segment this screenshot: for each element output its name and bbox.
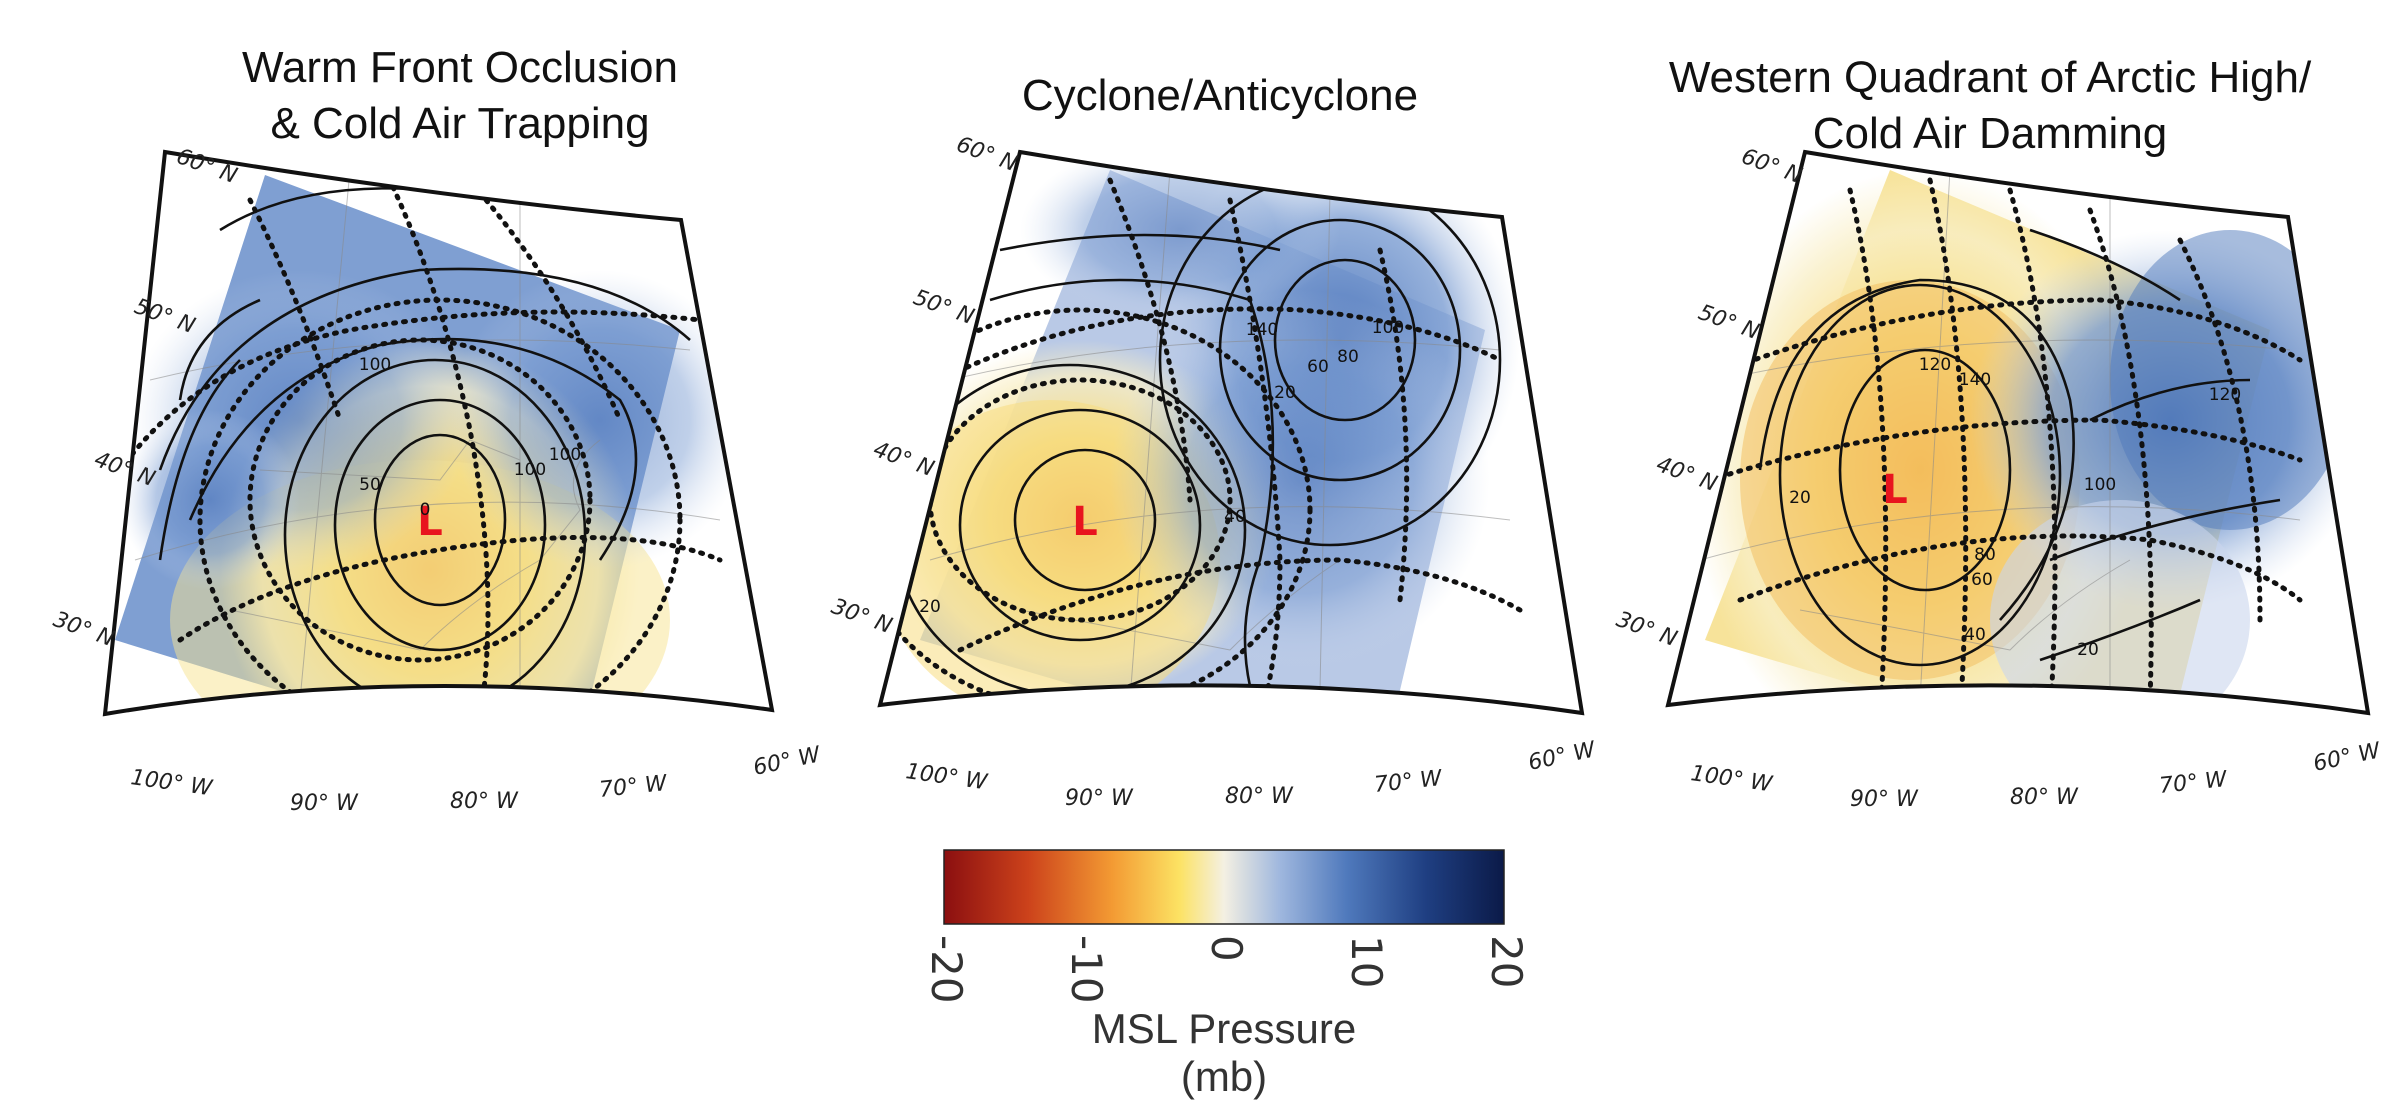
- contour-label: 20: [1274, 383, 1296, 403]
- contour-label: 100: [359, 355, 391, 375]
- contour-label: 50: [359, 475, 381, 495]
- lon-label-70: 70° W: [1373, 766, 1444, 798]
- colorbar-tick: -10: [1062, 935, 1111, 1004]
- low-pressure-marker-3: L: [1882, 467, 1908, 513]
- panel-title-2: Cyclone/Anticyclone: [910, 68, 1530, 124]
- map-panel-2: L 140 100 60 80 20 40 20 60° N 50° N 40°…: [828, 132, 1599, 811]
- lon-label-70: 70° W: [598, 771, 669, 803]
- lat-label-50: 50° N: [1695, 300, 1762, 345]
- lat-label-30: 30° N: [1613, 607, 1680, 652]
- dotted-contours-3: [1697, 177, 2303, 713]
- panel-title-3: Western Quadrant of Arctic High/ Cold Ai…: [1620, 50, 2360, 162]
- low-pressure-marker-2: L: [1072, 499, 1098, 545]
- panel-title-3-line-1: Western Quadrant of Arctic High/: [1668, 53, 2312, 102]
- lon-label-60: 60° W: [1526, 737, 1599, 776]
- panel-title-1-line-1: Warm Front Occlusion: [241, 43, 678, 92]
- contour-label: 140: [1959, 370, 1991, 390]
- lon-label-90: 90° W: [1850, 787, 1919, 812]
- contour-label: 20: [919, 597, 941, 617]
- map-panel-1: L 100 50 0 100 100 60° N 50° N 40° N 30°…: [50, 144, 824, 816]
- lon-label-80: 80° W: [1225, 784, 1294, 809]
- colorbar-label: MSL Pressure (mb): [1091, 1005, 1357, 1100]
- contour-label: 100: [2084, 475, 2116, 495]
- contour-label: 0: [420, 500, 431, 520]
- contour-label: 100: [1372, 318, 1404, 338]
- panel-title-3-line-2: Cold Air Damming: [1812, 109, 2168, 158]
- lon-label-60: 60° W: [751, 742, 824, 781]
- colorbar-gradient: [943, 849, 1505, 925]
- contour-label: 100: [549, 445, 581, 465]
- contour-label: 60: [1307, 357, 1329, 377]
- contour-label: 40: [1964, 625, 1986, 645]
- lon-label-100: 100° W: [129, 765, 215, 801]
- contour-label: 80: [1974, 545, 1996, 565]
- contour-label: 120: [1919, 355, 1951, 375]
- colorbar-tick: 0: [1202, 935, 1251, 962]
- contour-label: 80: [1337, 347, 1359, 367]
- lon-label-70: 70° W: [2158, 767, 2229, 799]
- lat-label-30: 30° N: [50, 607, 117, 652]
- contour-label: 120: [2209, 385, 2241, 405]
- colorbar-tick: -20: [922, 935, 971, 1004]
- lon-label-80: 80° W: [2010, 785, 2079, 810]
- contour-label: 100: [514, 460, 546, 480]
- low-pressure-marker-1: L: [417, 499, 443, 545]
- lat-label-40: 40° N: [870, 437, 937, 482]
- lon-label-100: 100° W: [904, 759, 990, 795]
- colorbar: -20 -10 0 10 20: [922, 849, 1531, 1004]
- lon-label-90: 90° W: [290, 791, 359, 816]
- contour-label: 40: [1224, 507, 1246, 527]
- contour-label: 20: [2077, 640, 2099, 660]
- map-frame-3: [1665, 149, 2371, 716]
- lat-label-40: 40° N: [1653, 452, 1720, 497]
- colorbar-tick: 20: [1482, 935, 1531, 988]
- map-panel-3: L 120 140 120 20 100 80 60 40 20 60° N 5…: [1613, 144, 2384, 812]
- contour-label: 20: [1789, 488, 1811, 508]
- panel-title-1: Warm Front Occlusion & Cold Air Trapping: [150, 40, 770, 152]
- lat-label-60: 60° N: [953, 132, 1020, 177]
- lon-label-80: 80° W: [450, 789, 519, 814]
- map-frame-2: [877, 149, 1585, 716]
- lon-label-60: 60° W: [2311, 738, 2384, 777]
- panel-title-1-line-2: & Cold Air Trapping: [270, 99, 650, 148]
- lon-label-90: 90° W: [1065, 786, 1134, 811]
- colorbar-tick: 10: [1342, 935, 1391, 988]
- lat-label-50: 50° N: [910, 285, 977, 330]
- map-frame-1: [102, 149, 775, 717]
- lon-label-100: 100° W: [1689, 761, 1775, 797]
- lat-label-30: 30° N: [828, 594, 895, 639]
- contour-label: 60: [1971, 570, 1993, 590]
- contour-label: 140: [1246, 320, 1278, 340]
- panel-title-2-line-1: Cyclone/Anticyclone: [1021, 71, 1419, 120]
